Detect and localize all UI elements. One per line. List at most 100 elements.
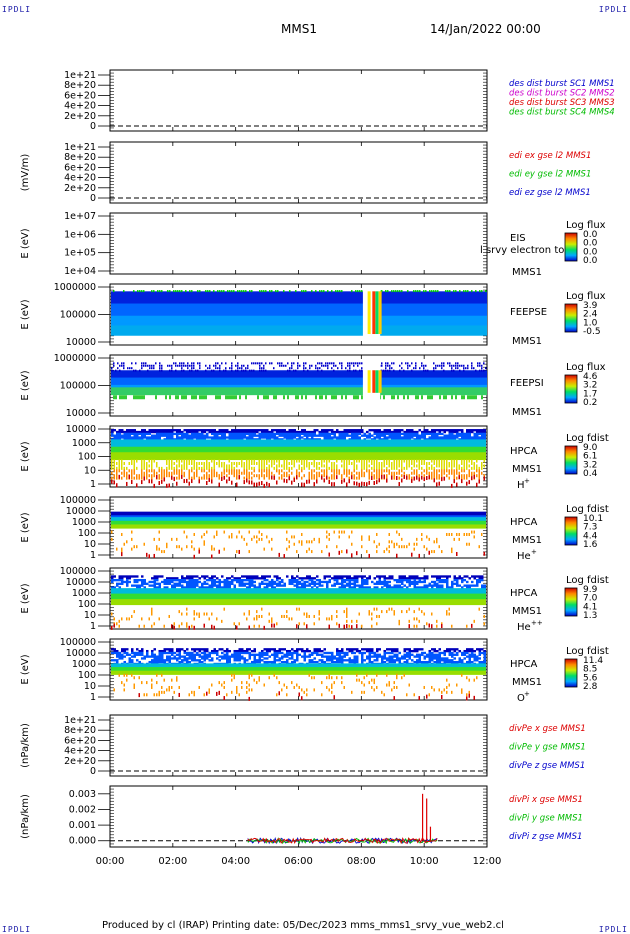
spectrogram-cell xyxy=(193,320,195,324)
spectrogram-cell xyxy=(213,315,215,319)
sparse-dot xyxy=(283,364,285,367)
spectrogram-cell xyxy=(155,327,157,331)
sparse-dot xyxy=(479,290,481,293)
spectrogram-cell xyxy=(151,327,153,331)
spectrogram-cell xyxy=(179,303,181,307)
spectrogram-cell xyxy=(299,332,301,336)
spectrogram-cell xyxy=(237,327,239,331)
spectrogram-cell xyxy=(215,305,217,309)
spectrogram-cell xyxy=(117,323,119,326)
sparse-dot xyxy=(233,395,235,400)
spectrogram-cell xyxy=(233,392,235,396)
sparse-dot xyxy=(119,364,121,367)
spectrogram-cell xyxy=(235,392,237,396)
spectrogram-cell xyxy=(449,332,451,336)
spectrogram-cell xyxy=(179,310,181,314)
spectrogram-cell xyxy=(219,325,221,329)
spectrogram-cell xyxy=(141,305,143,309)
spectrogram-cell xyxy=(195,318,197,322)
spectrogram-cell xyxy=(171,296,173,300)
spectrogram-cell xyxy=(229,320,231,324)
spectrogram-cell xyxy=(197,320,199,324)
spectrogram-cell xyxy=(205,318,207,322)
spectrogram-cell xyxy=(221,313,223,317)
spectrogram-cell xyxy=(217,318,219,322)
sparse-dot xyxy=(247,364,249,367)
sparse-dot xyxy=(215,395,217,400)
spectrogram-cell xyxy=(199,305,201,309)
spectrogram-cell xyxy=(167,332,169,336)
spectrogram-cell xyxy=(175,310,177,314)
spectrogram-cell xyxy=(155,305,157,309)
spectrogram-cell xyxy=(125,318,127,322)
instrument-label: EIS xyxy=(510,233,526,244)
spectrogram-cell xyxy=(159,305,161,309)
spectrogram-cell xyxy=(225,325,227,329)
sparse-dot xyxy=(137,290,139,293)
sparse-dot xyxy=(281,362,283,365)
sparse-dot xyxy=(259,362,261,365)
spectrogram-cell xyxy=(157,325,159,329)
spectrogram-cell xyxy=(235,310,237,314)
sparse-dot xyxy=(335,290,337,293)
spectrogram-cell xyxy=(163,308,165,312)
spectrogram-cell xyxy=(167,327,169,331)
spectrogram-cell xyxy=(135,305,137,309)
y-tick-label: 4e+20 xyxy=(64,101,96,112)
sparse-dot xyxy=(115,369,117,372)
spectrogram-cell xyxy=(143,298,145,302)
spectrogram-cell xyxy=(201,320,203,324)
spectrogram-cell xyxy=(211,330,213,334)
sparse-dot xyxy=(141,395,143,400)
spectrogram-cell xyxy=(133,323,135,326)
spectrogram-cell xyxy=(143,291,145,295)
spectrogram-cell xyxy=(119,327,121,331)
sparse-dot xyxy=(449,290,451,293)
spectrogram-cell xyxy=(231,392,233,396)
spectrogram-cell xyxy=(137,310,139,314)
spectrogram-cell xyxy=(233,320,235,324)
spectrogram-cell xyxy=(165,296,167,300)
spectrogram-cell xyxy=(157,313,159,317)
spectrogram-cell xyxy=(111,332,113,336)
spectrogram-cell xyxy=(181,318,183,322)
sparse-dot xyxy=(111,369,113,372)
spectrogram-cell xyxy=(273,392,275,396)
spectrogram-cell xyxy=(237,325,239,329)
spectrogram-cell xyxy=(247,392,249,396)
spectrogram-cell xyxy=(357,332,359,336)
spectrogram-cell xyxy=(111,318,113,322)
sparse-dot xyxy=(395,290,397,293)
spectrogram-cell xyxy=(153,315,155,319)
legend-entry: edi ey gse l2 MMS1 xyxy=(509,169,591,179)
sparse-dot xyxy=(147,369,149,372)
spectrogram-cell xyxy=(187,293,189,297)
spectrogram-cell xyxy=(133,308,135,312)
spectrogram-cell xyxy=(113,310,115,314)
spectrogram-cell xyxy=(187,313,189,317)
spectrogram-cell xyxy=(199,310,201,314)
spectrogram-cell xyxy=(115,315,117,319)
spectrogram-cell xyxy=(155,310,157,314)
sparse-dot xyxy=(213,369,215,372)
spectrogram-cell xyxy=(229,318,231,322)
spectrogram-cell xyxy=(165,298,167,302)
sparse-dot xyxy=(267,395,269,400)
sparse-dot xyxy=(271,290,273,293)
sparse-dot xyxy=(391,290,393,293)
spectrogram-cell xyxy=(131,291,133,295)
spectrogram-cell xyxy=(149,332,151,336)
spectrogram-cell xyxy=(181,315,183,319)
spectrogram-cell xyxy=(221,308,223,312)
spectrogram-cell xyxy=(137,313,139,317)
spectrogram-cell xyxy=(149,323,151,326)
spectrogram-cell xyxy=(123,313,125,317)
sparse-dot xyxy=(151,290,153,293)
sparse-dot xyxy=(209,367,211,370)
spectrogram-cell xyxy=(181,313,183,317)
spectrogram-cell xyxy=(121,327,123,331)
spectrogram-cell xyxy=(143,332,145,336)
spectrogram-cell xyxy=(267,332,269,336)
spectrogram-cell xyxy=(173,320,175,324)
sparse-dot xyxy=(181,362,183,365)
